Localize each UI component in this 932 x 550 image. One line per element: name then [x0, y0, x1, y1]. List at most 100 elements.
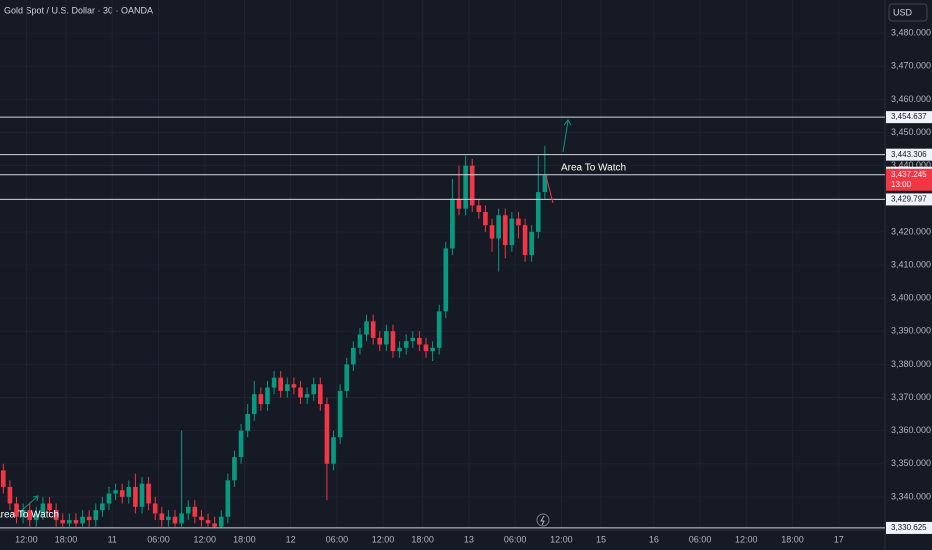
candle-body [509, 218, 515, 246]
candle-body [40, 503, 46, 514]
candle-body [337, 390, 343, 438]
candle-body [271, 377, 277, 388]
candle-body [60, 520, 66, 524]
level-label: 3,454.637 [891, 112, 927, 121]
y-tick-label: 3,370.000 [891, 392, 931, 402]
x-tick-label: 17 [834, 534, 844, 544]
current-price-tag [886, 168, 932, 191]
level-tag [886, 193, 932, 206]
candle-body [166, 516, 171, 521]
candle-body [86, 516, 92, 521]
level-label: 3,443.306 [891, 150, 927, 159]
candle-body [192, 506, 198, 517]
candle-body [489, 225, 495, 239]
candle-body [436, 311, 442, 348]
event-icon[interactable] [536, 513, 550, 527]
candle-body [443, 248, 449, 312]
candle-body [542, 175, 548, 193]
x-tick-label: 15 [596, 534, 606, 544]
candle-body [364, 321, 369, 335]
y-tick-label: 3,400.000 [891, 293, 931, 303]
x-tick-label: 18:00 [411, 534, 434, 544]
y-tick-label: 3,440.000 [891, 160, 931, 170]
candle-body [7, 486, 13, 504]
level-label: 3,330.625 [891, 523, 927, 532]
y-tick-label: 3,480.000 [891, 28, 931, 38]
x-tick-label: 06:00 [689, 534, 712, 544]
x-tick-label: 18:00 [781, 534, 804, 544]
candle-body [529, 231, 534, 256]
x-tick-label: 12 [286, 534, 296, 544]
candle-body [47, 503, 52, 511]
arrow-head-left [32, 495, 39, 502]
candle-body [430, 347, 435, 352]
arrow-head [563, 119, 572, 126]
candle-body [522, 225, 528, 256]
countdown: 13:00 [891, 180, 912, 189]
candle-body [304, 394, 310, 398]
candle-body [251, 394, 257, 415]
candle-body [410, 337, 416, 342]
candle-body [357, 334, 363, 348]
level-tag [886, 111, 932, 124]
candle-body [344, 364, 350, 391]
candle-body [298, 387, 303, 398]
x-tick-label: 12:00 [372, 534, 395, 544]
candle-body [390, 331, 396, 352]
candle-body [403, 341, 409, 348]
candle-body [218, 516, 224, 527]
y-tick-label: 3,450.000 [891, 127, 931, 137]
candle-body [502, 215, 508, 246]
candle-body [278, 377, 284, 391]
x-tick-label: 12:00 [735, 534, 758, 544]
candle-body [80, 516, 85, 524]
x-tick-label: 11 [108, 534, 117, 544]
y-tick-label: 3,390.000 [891, 326, 931, 336]
candle-body [133, 486, 138, 507]
candle-body [119, 490, 125, 497]
chart-title: Gold Spot / U.S. Dollar · 30 · OANDA [4, 5, 153, 15]
candle-body [27, 510, 33, 521]
x-tick-label: 16 [649, 534, 659, 544]
y-tick-label: 3,380.000 [891, 359, 931, 369]
candle-body [397, 347, 402, 352]
candle-body [423, 344, 429, 352]
candle-body [351, 347, 356, 365]
x-tick-label: 18:00 [233, 534, 256, 544]
x-tick-label: 13 [464, 534, 474, 544]
candle-body [450, 198, 455, 249]
candle-body [311, 384, 317, 395]
candle-body [53, 510, 59, 521]
y-tick-label: 3,360.000 [891, 425, 931, 435]
candle-body [483, 212, 488, 226]
candle-body [20, 510, 26, 517]
candle-body [516, 218, 521, 226]
candle-body [463, 165, 468, 209]
candle-body [284, 384, 290, 391]
y-tick-label: 3,410.000 [891, 259, 931, 269]
candle-body [265, 387, 270, 405]
currency-box[interactable] [888, 3, 928, 22]
x-tick-label: 12:00 [15, 534, 38, 544]
candle-body [14, 503, 19, 517]
y-tick-label: 3,350.000 [891, 458, 931, 468]
candle-body [377, 337, 383, 345]
x-tick-label: 18:00 [55, 534, 78, 544]
candle-body [34, 513, 39, 521]
candle-body [476, 205, 482, 212]
level-label: 3,429.797 [891, 195, 927, 204]
annotation: Area To Watch [561, 163, 626, 174]
x-tick-label: 12:00 [193, 534, 216, 544]
candle-body [291, 384, 297, 388]
candle-body [258, 394, 264, 405]
x-tick-label: 06:00 [147, 534, 170, 544]
candle-body [384, 331, 389, 345]
y-tick-label: 3,460.000 [891, 94, 931, 104]
candle-body [370, 321, 376, 338]
candle-body [93, 510, 99, 521]
current-price-label: 3,437.245 [891, 170, 927, 179]
